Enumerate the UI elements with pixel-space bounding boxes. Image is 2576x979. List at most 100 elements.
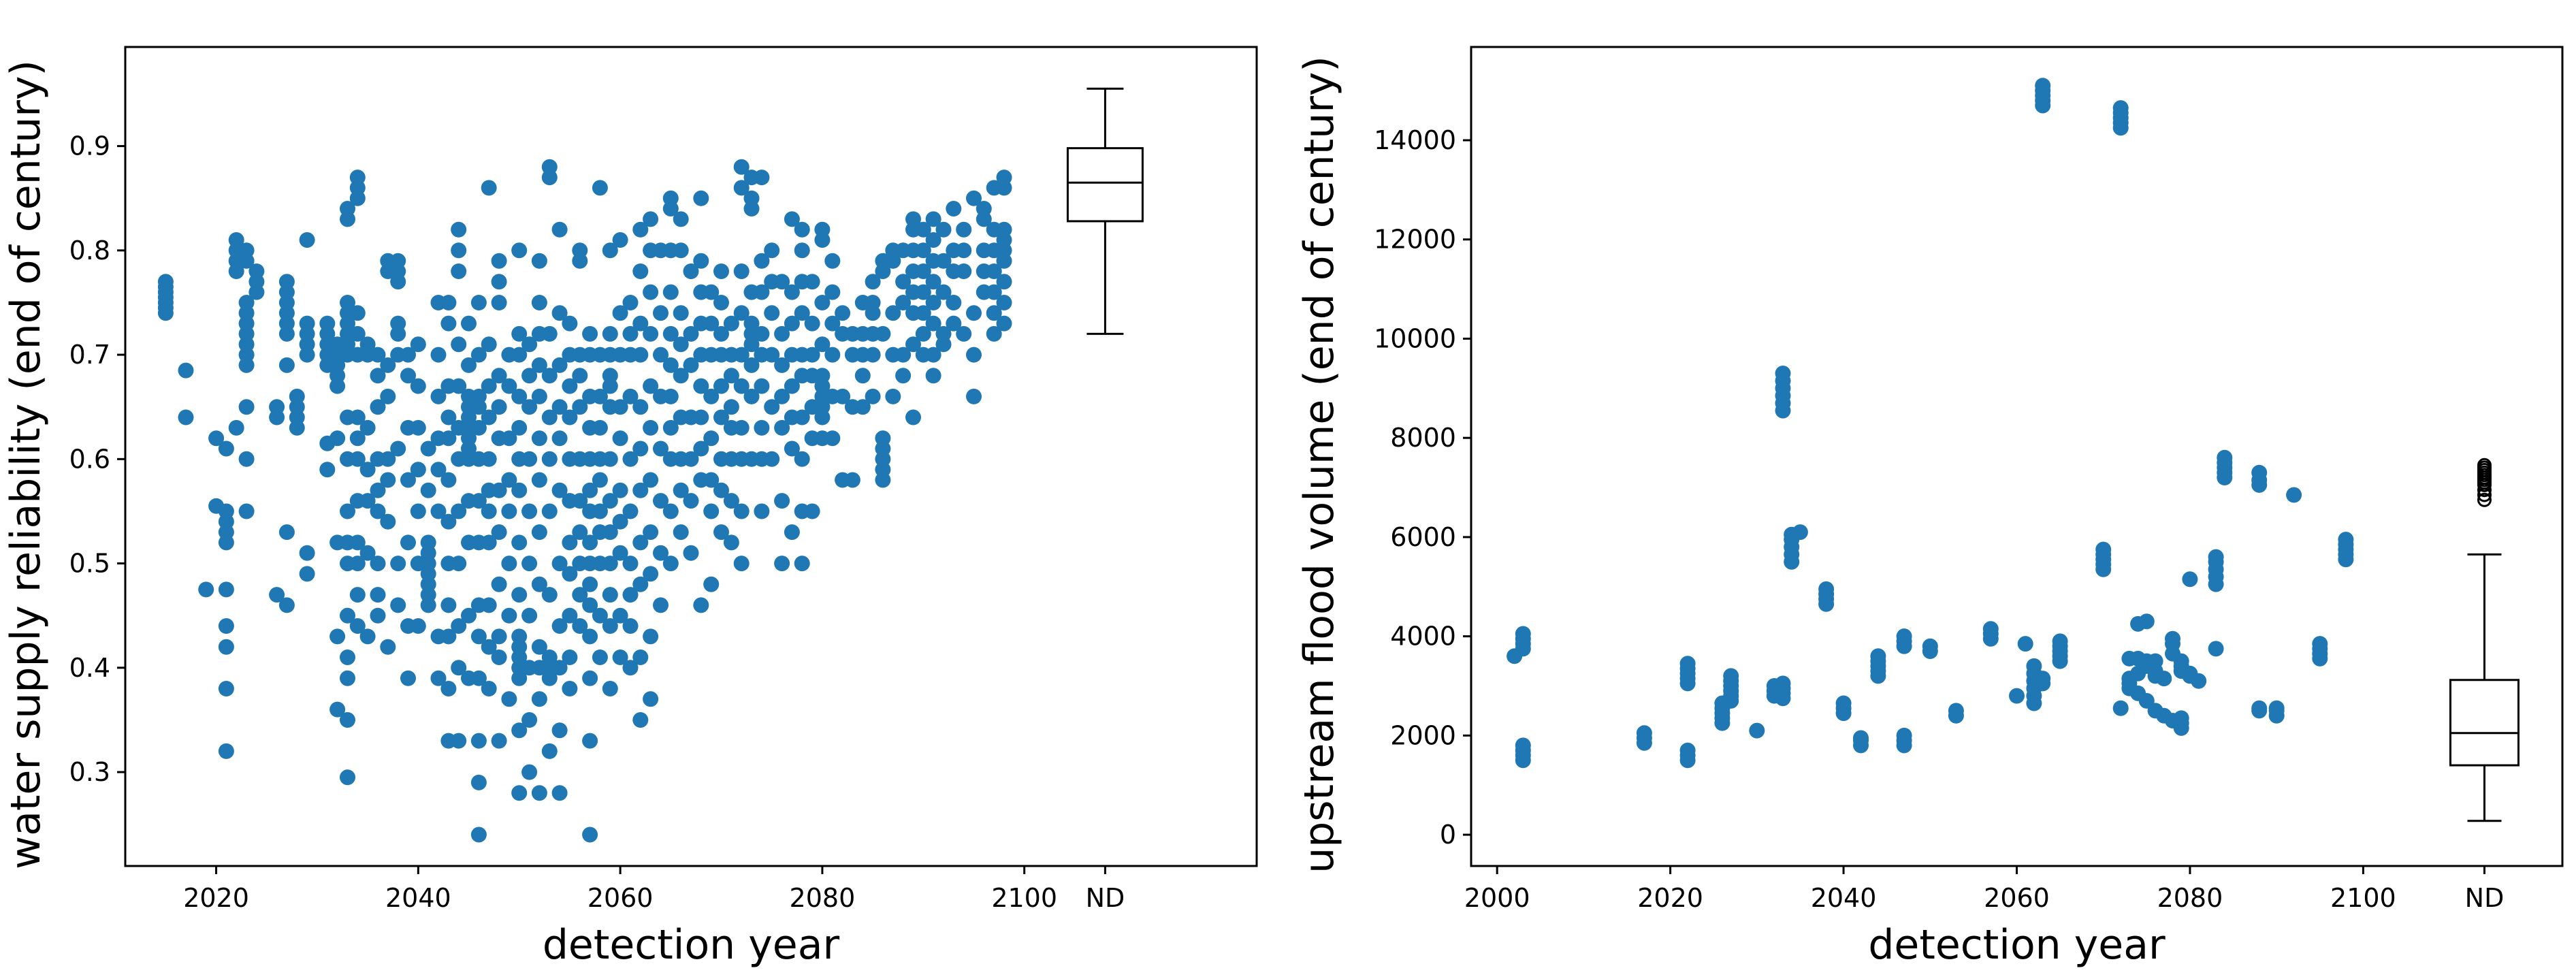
scatter-point: [359, 628, 376, 645]
scatter-point: [693, 190, 709, 206]
scatter-point: [602, 681, 618, 696]
scatter-point: [794, 556, 810, 572]
scatter-point: [551, 722, 568, 739]
scatter-point: [733, 556, 750, 572]
scatter-point: [521, 399, 538, 415]
scatter-point: [248, 263, 265, 279]
scatter-point: [1896, 727, 1912, 743]
scatter-point: [451, 242, 467, 259]
scatter-point: [925, 368, 941, 384]
scatter-point: [511, 628, 528, 645]
scatter-point: [319, 462, 336, 478]
scatter-point: [662, 388, 679, 404]
x-axis-label: detection year: [543, 921, 840, 969]
scatter-point: [531, 691, 547, 707]
scatter-point: [541, 649, 558, 665]
scatter-point: [824, 315, 841, 332]
scatter-point: [380, 451, 396, 467]
scatter-point: [643, 325, 659, 342]
scatter-point: [370, 482, 386, 498]
scatter-point: [996, 170, 1012, 186]
scatter-point: [662, 325, 679, 342]
scatter-point: [794, 409, 810, 426]
scatter-point: [2208, 549, 2224, 565]
scatter-point: [602, 493, 618, 509]
scatter-point: [814, 295, 831, 310]
scatter-point: [582, 733, 598, 749]
scatter-point: [451, 556, 467, 572]
scatter-point: [521, 368, 538, 384]
scatter-point: [632, 576, 649, 592]
scatter-point: [723, 399, 739, 415]
scatter-point: [390, 315, 406, 332]
scatter-point: [662, 190, 679, 206]
scatter-point: [491, 524, 507, 541]
scatter-point: [713, 409, 729, 426]
scatter-point: [238, 399, 255, 415]
scatter-point: [1515, 737, 1531, 754]
scatter-point: [329, 430, 346, 447]
scatter-point: [461, 607, 477, 624]
scatter-point: [380, 513, 396, 530]
scatter-point: [683, 493, 699, 509]
scatter-point: [905, 336, 921, 353]
scatter-point: [430, 347, 447, 363]
scatter-point: [935, 284, 952, 300]
scatter-point: [653, 597, 669, 613]
scatter-point: [562, 649, 578, 665]
scatter-point: [733, 159, 750, 175]
boxplot: [1066, 87, 1144, 335]
scatter-point: [865, 347, 881, 363]
scatter-point: [986, 325, 1002, 342]
scatter-point: [208, 430, 225, 447]
scatter-point: [683, 451, 699, 467]
scatter-point: [743, 388, 760, 404]
scatter-point: [662, 503, 679, 519]
scatter-point: [733, 263, 750, 279]
scatter-point: [238, 503, 255, 519]
scatter-point: [693, 253, 709, 269]
scatter-point: [531, 472, 547, 488]
scatter-point: [541, 451, 558, 467]
scatter-point: [541, 159, 558, 175]
scatter-point: [824, 430, 841, 447]
scatter-point: [662, 419, 679, 436]
scatter-point: [451, 660, 467, 676]
x-tick-label: 2040: [385, 883, 451, 913]
scatter-point: [340, 607, 355, 624]
y-tick-label: 4000: [1390, 622, 1456, 652]
scatter-point: [2251, 464, 2268, 481]
scatter-point: [622, 587, 639, 603]
scatter-point: [562, 681, 578, 696]
scatter-point: [440, 472, 457, 488]
scatter-point: [470, 826, 487, 843]
scatter-point: [440, 597, 457, 613]
right-scatter-panel: 2000 2020 2040 2060 2080 2100 ND 0 2000 4000 6000 8…: [1295, 46, 2564, 969]
scatter-point: [1818, 581, 1835, 597]
scatter-point: [895, 347, 912, 363]
scatter-point: [602, 618, 618, 634]
scatter-point: [925, 274, 941, 290]
y-tick-label: 0.9: [69, 131, 110, 161]
scatter-point: [531, 295, 547, 310]
scatter-point: [2165, 630, 2180, 647]
scatter-point: [703, 503, 720, 519]
scatter-point: [511, 242, 528, 259]
scatter-point: [470, 670, 487, 686]
scatter-point: [470, 295, 487, 310]
scatter-point: [511, 482, 528, 498]
scatter-point: [1835, 695, 1852, 711]
scatter-point: [582, 534, 598, 551]
scatter-point: [1749, 722, 1765, 739]
scatter-point: [2138, 613, 2155, 630]
x-tick-label: 2060: [1984, 883, 2050, 913]
scatter-point: [966, 190, 982, 206]
scatter-point: [996, 221, 1012, 238]
boxplot-category-label: ND: [2465, 883, 2505, 913]
scatter-point: [451, 733, 467, 749]
scatter-point: [713, 263, 729, 279]
scatter-point: [976, 201, 992, 216]
y-tick-label: 0.4: [69, 653, 110, 683]
scatter-point: [754, 253, 770, 269]
scatter-point: [582, 482, 598, 498]
